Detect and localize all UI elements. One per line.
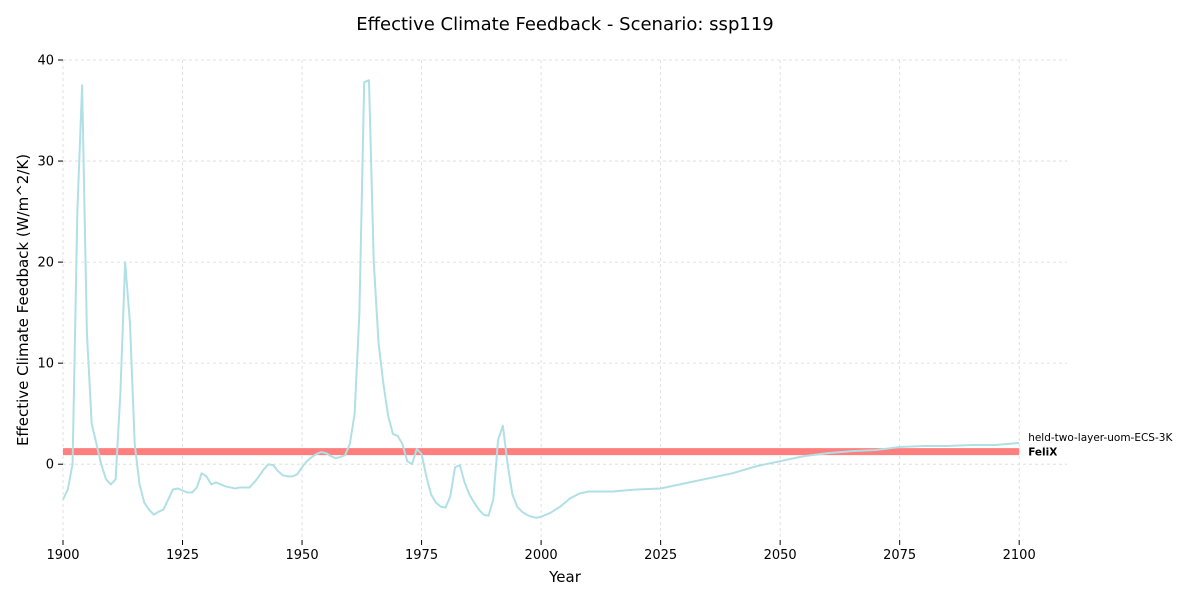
series-line-held-two-layer <box>62 79 1020 519</box>
x-tick-label: 1925 <box>166 548 199 563</box>
series-label-held-two-layer: held-two-layer-uom-ECS-3K <box>1028 432 1173 444</box>
x-tick-label: 2075 <box>883 548 916 563</box>
x-tick-label: 1950 <box>286 548 319 563</box>
y-axis-ticks: 0 10 20 30 40 <box>37 54 63 473</box>
y-tick-label: 20 <box>37 256 54 271</box>
x-tick-label: 2050 <box>764 548 797 563</box>
series-labels: held-two-layer-uom-ECS-3K FeliX <box>1028 432 1173 459</box>
y-tick-label: 0 <box>46 458 54 473</box>
x-axis-label: Year <box>548 568 582 586</box>
y-tick-label: 10 <box>37 357 54 372</box>
grid-lines <box>62 59 1067 540</box>
chart-title: Effective Climate Feedback - Scenario: s… <box>356 14 773 35</box>
x-tick-label: 2100 <box>1003 548 1036 563</box>
x-tick-label: 2000 <box>525 548 558 563</box>
x-tick-label: 1975 <box>405 548 438 563</box>
y-tick-label: 40 <box>37 54 54 69</box>
x-tick-label: 1900 <box>46 548 79 563</box>
y-tick-label: 30 <box>37 155 54 170</box>
series-label-felix: FeliX <box>1028 447 1057 459</box>
x-tick-label: 2025 <box>644 548 677 563</box>
x-axis-ticks: 1900 1925 1950 1975 2000 2025 2050 2075 2100 <box>46 540 1036 563</box>
y-axis-label: Effective Climate Feedback (W/m^2/K) <box>14 154 32 446</box>
series-lines <box>62 79 1020 519</box>
